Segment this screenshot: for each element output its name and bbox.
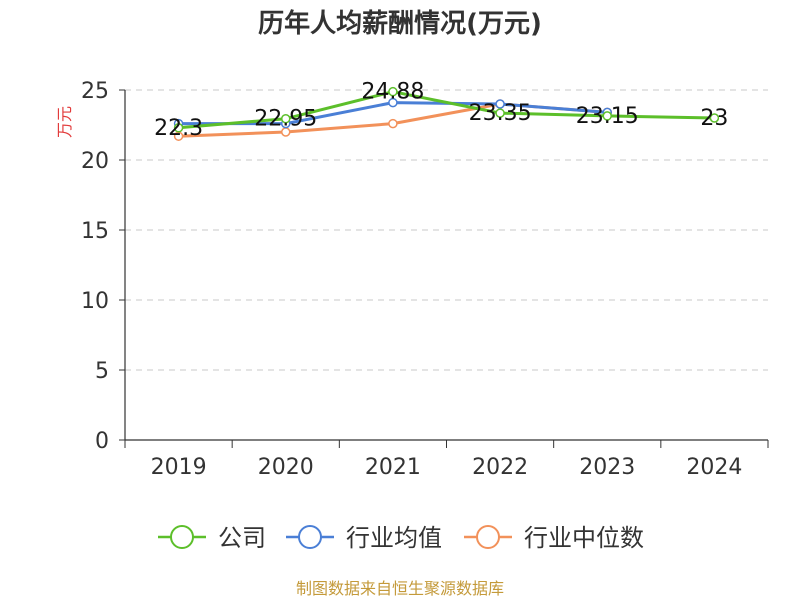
legend-item-0[interactable]: 公司 [158, 524, 266, 552]
x-ticks: 2019 2020 2021 2022 2023 2024 [124, 440, 769, 480]
data-point [709, 113, 720, 123]
data-point [388, 86, 398, 97]
x-tick-label: 2020 [258, 455, 314, 480]
x-tick-label: 2021 [365, 455, 421, 480]
data-label: 23.35 [469, 101, 532, 126]
data-labels: 22.3 22.95 24.88 23.35 23.15 23 [154, 80, 728, 141]
legend-label: 公司 [218, 524, 266, 552]
data-label: 23 [700, 106, 728, 131]
y-tick-label: 25 [81, 79, 109, 104]
data-point [388, 97, 398, 108]
source-note: 制图数据来自恒生聚源数据库 [296, 579, 504, 598]
y-ticks: 0 5 10 15 20 25 [81, 79, 125, 454]
data-label: 22.3 [154, 116, 203, 141]
legend-item-1[interactable]: 行业均值 [286, 524, 442, 552]
data-point [281, 113, 291, 124]
y-tick-label: 10 [81, 289, 109, 314]
series-lines [173, 86, 720, 141]
legend-label: 行业中位数 [524, 524, 644, 552]
legend-swatch-marker [170, 525, 194, 549]
x-tick-label: 2022 [472, 455, 528, 480]
data-label: 23.15 [576, 104, 639, 129]
y-tick-label: 0 [95, 429, 109, 454]
data-point [495, 99, 505, 109]
y-tick-label: 5 [95, 359, 109, 384]
series-line [178, 90, 715, 130]
legend-item-2[interactable]: 行业中位数 [464, 524, 644, 552]
y-axis-label: 万元 [55, 106, 74, 138]
legend-swatch-marker [476, 525, 500, 549]
data-label: 24.88 [361, 80, 424, 105]
data-point [495, 108, 505, 118]
x-tick-label: 2023 [579, 455, 635, 480]
legend-label: 行业均值 [346, 524, 442, 552]
y-tick-label: 15 [81, 219, 109, 244]
series-0 [173, 86, 720, 133]
y-tick-label: 20 [81, 149, 109, 174]
gridlines [125, 89, 768, 371]
axes [124, 90, 768, 441]
x-tick-label: 2019 [151, 455, 207, 480]
x-tick-label: 2024 [686, 455, 742, 480]
legend[interactable]: 公司 行业均值 行业中位数 [158, 524, 644, 552]
chart-title: 历年人均薪酬情况(万元) [258, 8, 542, 39]
data-point [602, 111, 612, 121]
data-point [388, 118, 398, 129]
data-label: 22.95 [254, 107, 317, 132]
legend-swatch-marker [298, 525, 322, 549]
data-point [173, 123, 184, 133]
